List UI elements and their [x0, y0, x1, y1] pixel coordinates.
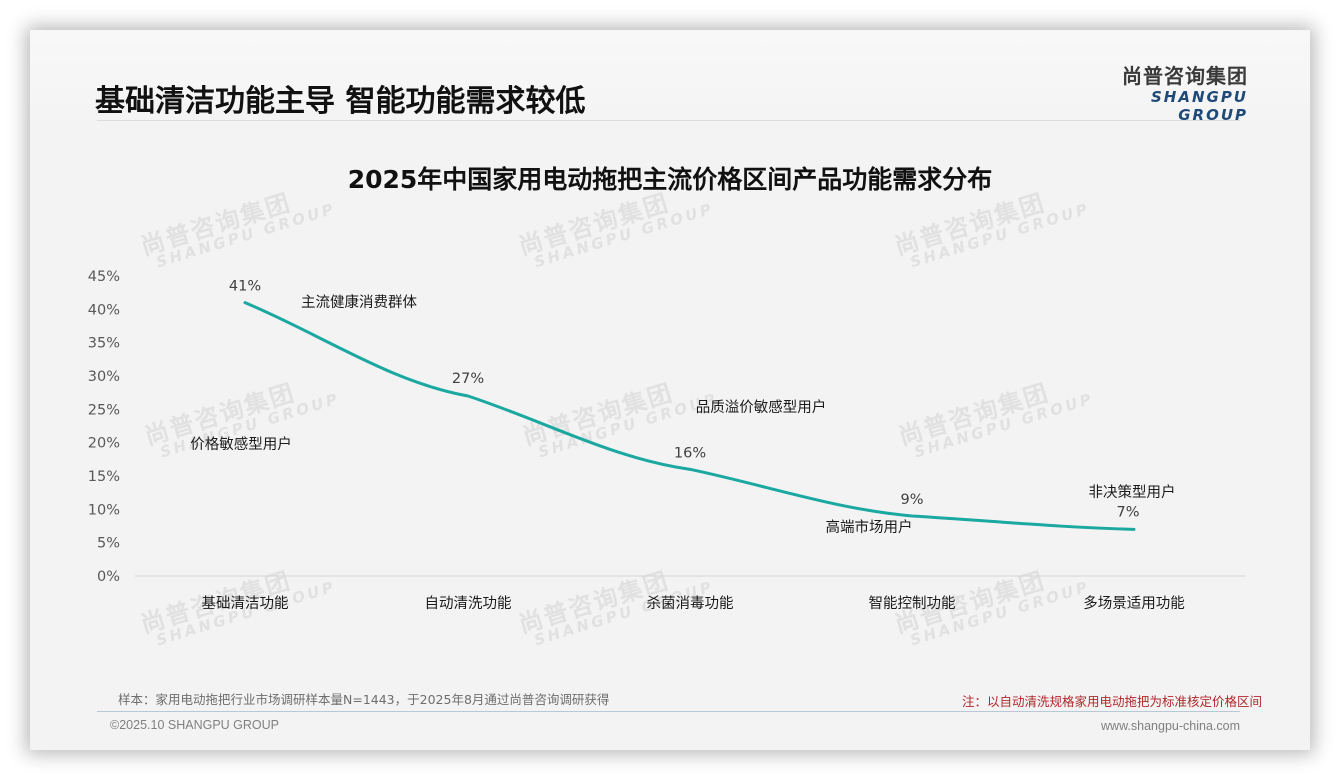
chart-title: 2025年中国家用电动拖把主流价格区间产品功能需求分布: [347, 165, 993, 194]
data-label: 41%: [229, 279, 261, 295]
sample-footnote: 样本：家用电动拖把行业市场调研样本量N=1443，于2025年8月通过尚普咨询调…: [118, 692, 610, 707]
annotation-label: 主流健康消费群体: [301, 294, 417, 311]
y-tick-label: 5%: [97, 536, 120, 552]
x-tick-label: 智能控制功能: [869, 595, 956, 612]
y-tick-label: 40%: [88, 302, 120, 318]
x-tick-label: 基础清洁功能: [202, 595, 289, 612]
annotation-label: 价格敏感型用户: [190, 436, 292, 453]
annotation-label: 非决策型用户: [1089, 484, 1176, 501]
annotation-label: 高端市场用户: [826, 519, 913, 536]
y-tick-label: 0%: [97, 569, 120, 585]
x-tick-label: 多场景适用功能: [1083, 595, 1185, 612]
copyright-text: ©2025.10 SHANGPU GROUP: [110, 718, 279, 732]
y-tick-label: 10%: [88, 502, 120, 518]
annotation-label: 品质溢价敏感型用户: [696, 399, 827, 416]
header-band: [30, 30, 1310, 120]
data-label: 27%: [452, 371, 484, 387]
page-title: 基础清洁功能主导 智能功能需求较低: [95, 84, 586, 119]
x-tick-label: 自动清洗功能: [425, 595, 512, 612]
company-logo: 尚普咨询集团 SHANGPU GROUP: [1088, 64, 1248, 124]
header-divider: [97, 120, 1240, 121]
price-range-note: 注：以自动清洗规格家用电动拖把为标准核定价格区间: [961, 694, 1262, 709]
data-label: 9%: [900, 492, 923, 508]
x-axis-labels: 基础清洁功能 自动清洗功能 杀菌消毒功能 智能控制功能 多场景适用功能: [202, 595, 1185, 612]
logo-cn-text: 尚普咨询集团: [1122, 64, 1248, 88]
website-link[interactable]: www.shangpu-china.com: [1101, 719, 1240, 733]
data-label: 7%: [1116, 504, 1139, 520]
slide: 基础清洁功能主导 智能功能需求较低 尚普咨询集团 SHANGPU GROUP 尚…: [30, 30, 1310, 750]
footer-divider: [97, 711, 1240, 712]
y-axis-ticks: 0% 5% 10% 15% 20% 25% 30% 35% 40% 45%: [88, 269, 120, 585]
x-tick-label: 杀菌消毒功能: [647, 595, 734, 612]
y-tick-label: 25%: [88, 402, 120, 418]
line-chart: 0% 5% 10% 15% 20% 25% 30% 35% 40% 45% 基础清洁功能 自动清洗功…: [88, 269, 1245, 612]
data-labels: 41% 27% 16% 9% 7%: [229, 279, 1140, 521]
y-tick-label: 20%: [88, 436, 120, 452]
data-label: 16%: [674, 445, 706, 461]
y-tick-label: 30%: [88, 369, 120, 385]
y-tick-label: 45%: [88, 269, 120, 285]
logo-en-text: SHANGPU GROUP: [1150, 88, 1248, 124]
series-line: [243, 301, 1136, 531]
y-tick-label: 35%: [88, 336, 120, 352]
y-tick-label: 15%: [88, 469, 120, 485]
